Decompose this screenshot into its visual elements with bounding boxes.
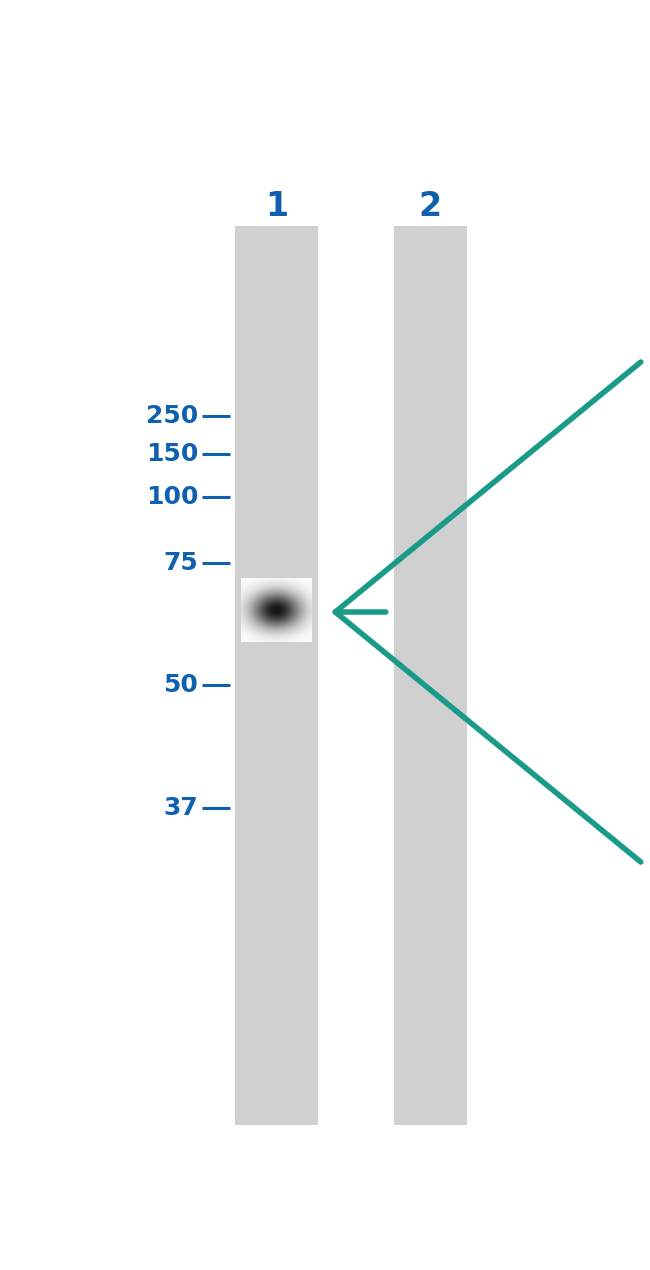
- Text: 1: 1: [265, 189, 288, 222]
- Text: 75: 75: [164, 551, 198, 575]
- Text: 37: 37: [164, 795, 198, 819]
- Text: 100: 100: [146, 485, 198, 508]
- Bar: [235, 226, 318, 1125]
- Text: 250: 250: [146, 404, 198, 428]
- Text: 50: 50: [163, 673, 198, 697]
- Text: 2: 2: [419, 189, 441, 222]
- Bar: [393, 226, 467, 1125]
- Text: 150: 150: [146, 442, 198, 466]
